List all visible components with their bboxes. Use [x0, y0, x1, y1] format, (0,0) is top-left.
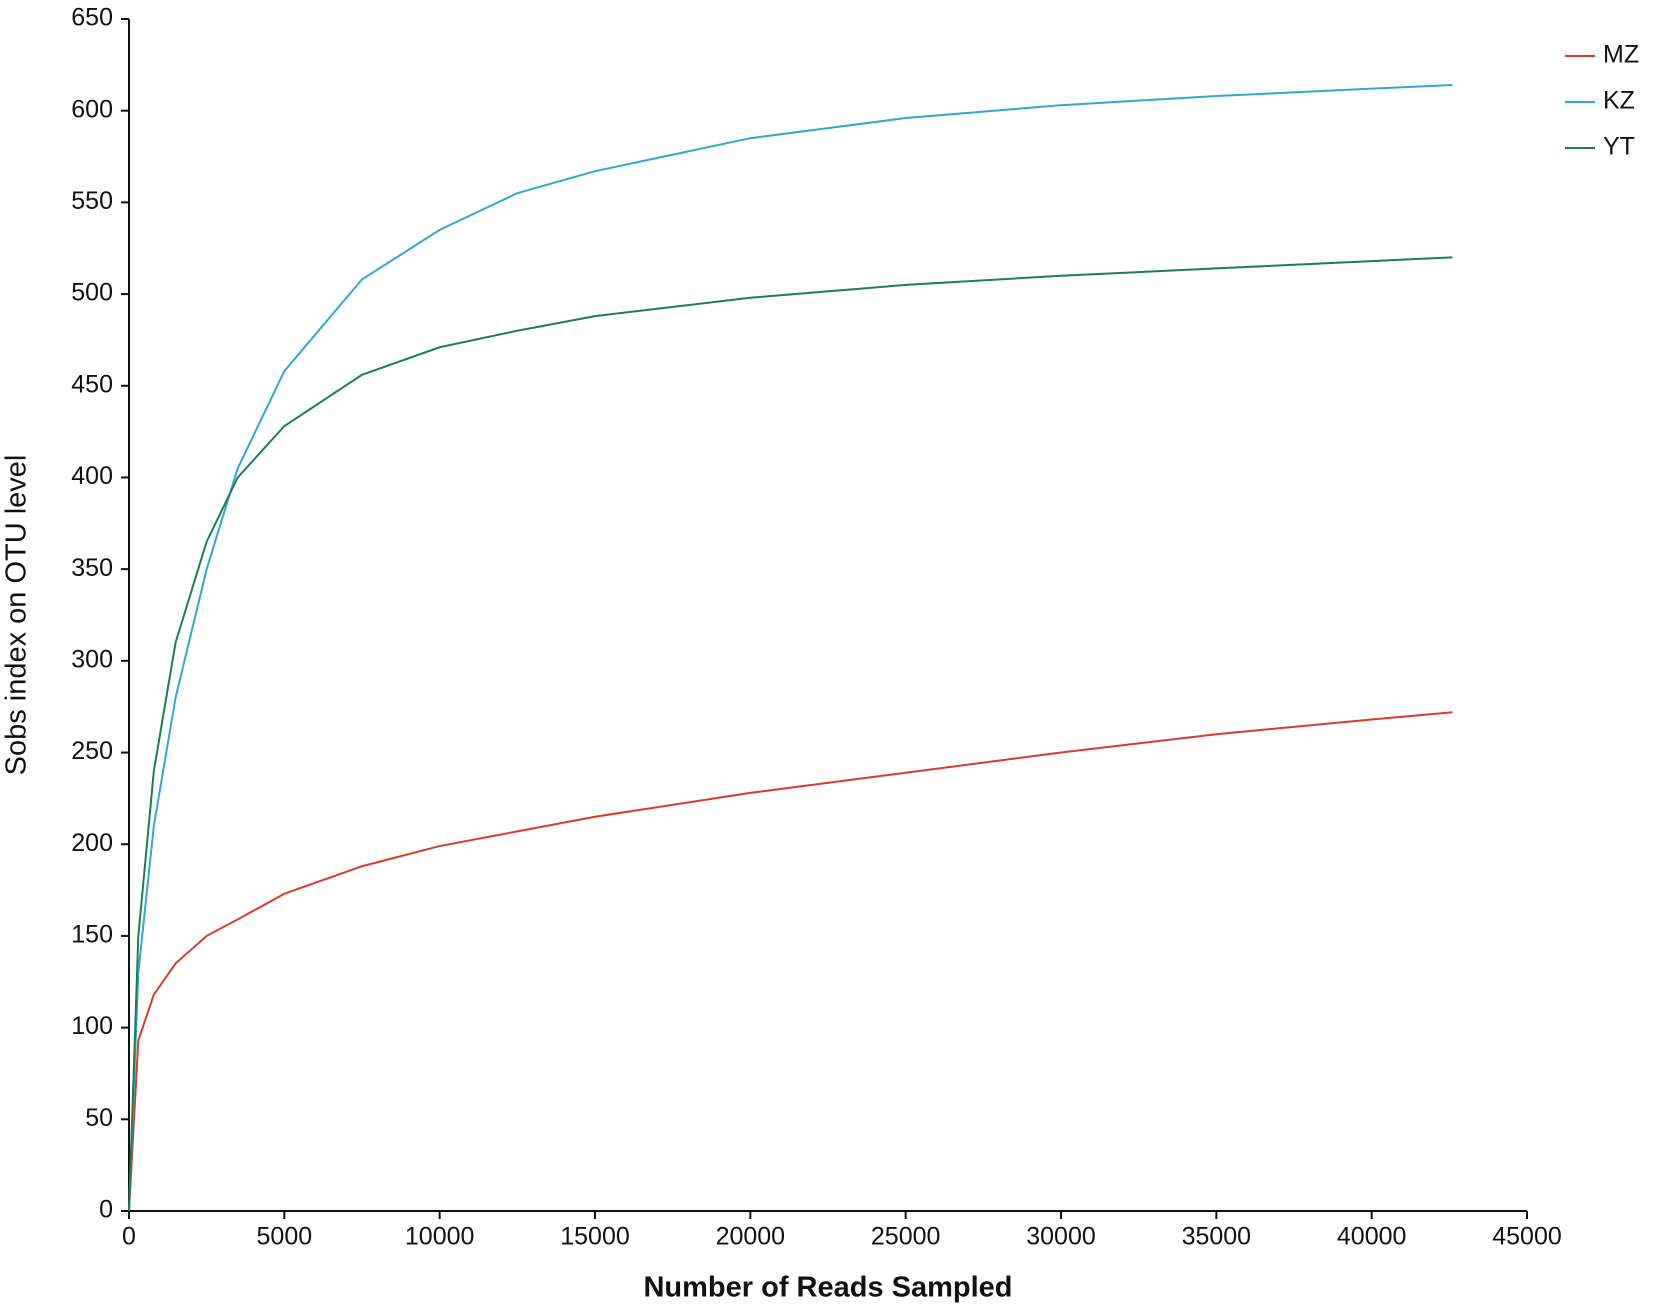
- y-tick-label: 500: [71, 279, 113, 307]
- x-tick-label: 20000: [716, 1223, 786, 1251]
- y-tick-label: 150: [71, 921, 113, 949]
- x-tick-label: 0: [122, 1223, 136, 1251]
- y-tick-label: 300: [71, 645, 113, 673]
- x-tick-label: 10000: [405, 1223, 475, 1251]
- x-tick-label: 5000: [257, 1223, 313, 1251]
- x-tick-label: 40000: [1337, 1223, 1407, 1251]
- y-tick-label: 550: [71, 187, 113, 215]
- y-tick-label: 200: [71, 829, 113, 857]
- series-line: [128, 84, 1453, 1212]
- y-tick-label: 450: [71, 370, 113, 398]
- y-tick-label: 650: [71, 4, 113, 32]
- y-tick-label: 400: [71, 462, 113, 490]
- y-tick-label: 0: [99, 1196, 113, 1224]
- y-tick-label: 350: [71, 554, 113, 582]
- x-tick-label: 15000: [560, 1223, 630, 1251]
- series-line: [128, 711, 1453, 1212]
- legend-label: YT: [1603, 133, 1635, 161]
- y-tick-label: 250: [71, 737, 113, 765]
- y-axis-label: Sobs index on OTU level: [1, 455, 33, 776]
- series-line: [128, 256, 1453, 1212]
- x-tick-label: 25000: [871, 1223, 941, 1251]
- y-tick-label: 600: [71, 95, 113, 123]
- x-tick-label: 30000: [1026, 1223, 1096, 1251]
- y-tick-label: 100: [71, 1012, 113, 1040]
- x-axis-label: Number of Reads Sampled: [643, 1272, 1012, 1304]
- x-tick-label: 35000: [1182, 1223, 1252, 1251]
- x-tick-label: 45000: [1492, 1223, 1562, 1251]
- legend-label: MZ: [1603, 41, 1639, 69]
- y-tick-label: 50: [85, 1104, 113, 1132]
- legend-label: KZ: [1603, 87, 1635, 115]
